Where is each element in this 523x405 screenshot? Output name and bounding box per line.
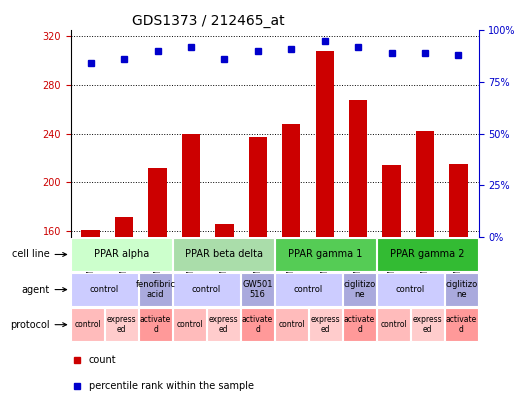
FancyBboxPatch shape <box>377 238 478 271</box>
Text: cell line: cell line <box>12 249 66 260</box>
FancyBboxPatch shape <box>377 273 444 306</box>
Text: PPAR beta delta: PPAR beta delta <box>185 249 263 260</box>
Text: control: control <box>90 285 119 294</box>
Bar <box>282 124 301 237</box>
FancyBboxPatch shape <box>207 308 240 341</box>
Bar <box>349 100 367 237</box>
Text: express
ed: express ed <box>413 315 442 335</box>
FancyBboxPatch shape <box>445 273 478 306</box>
FancyBboxPatch shape <box>343 308 376 341</box>
Bar <box>449 164 468 237</box>
Bar <box>82 230 100 237</box>
Text: activate
d: activate d <box>344 315 375 335</box>
FancyBboxPatch shape <box>173 273 240 306</box>
FancyBboxPatch shape <box>139 273 172 306</box>
Text: control: control <box>294 285 323 294</box>
FancyBboxPatch shape <box>411 308 444 341</box>
FancyBboxPatch shape <box>105 308 138 341</box>
Text: express
ed: express ed <box>209 315 238 335</box>
FancyBboxPatch shape <box>275 308 308 341</box>
Bar <box>215 224 234 237</box>
FancyBboxPatch shape <box>71 238 172 271</box>
Text: agent: agent <box>21 285 66 294</box>
Text: fenofibric
acid: fenofibric acid <box>135 280 176 299</box>
Bar <box>115 217 133 237</box>
Text: activate
d: activate d <box>446 315 477 335</box>
Text: ciglitizo
ne: ciglitizo ne <box>446 280 477 299</box>
Text: GDS1373 / 212465_at: GDS1373 / 212465_at <box>132 14 285 28</box>
Bar <box>182 134 200 237</box>
FancyBboxPatch shape <box>241 273 274 306</box>
FancyBboxPatch shape <box>445 308 478 341</box>
Text: express
ed: express ed <box>311 315 340 335</box>
Bar <box>416 131 434 237</box>
Text: control: control <box>74 320 101 329</box>
Bar <box>315 51 334 237</box>
Text: express
ed: express ed <box>107 315 137 335</box>
FancyBboxPatch shape <box>377 308 410 341</box>
Text: GW501
516: GW501 516 <box>242 280 273 299</box>
FancyBboxPatch shape <box>173 308 206 341</box>
Text: percentile rank within the sample: percentile rank within the sample <box>89 381 254 391</box>
Text: ciglitizo
ne: ciglitizo ne <box>344 280 376 299</box>
Text: activate
d: activate d <box>140 315 171 335</box>
FancyBboxPatch shape <box>275 273 342 306</box>
FancyBboxPatch shape <box>71 308 104 341</box>
FancyBboxPatch shape <box>275 238 376 271</box>
Text: activate
d: activate d <box>242 315 273 335</box>
Text: control: control <box>278 320 305 329</box>
Bar <box>382 165 401 237</box>
FancyBboxPatch shape <box>173 238 274 271</box>
Text: PPAR gamma 1: PPAR gamma 1 <box>288 249 363 260</box>
Text: PPAR alpha: PPAR alpha <box>94 249 149 260</box>
Text: control: control <box>176 320 203 329</box>
Text: control: control <box>192 285 221 294</box>
Bar <box>248 137 267 237</box>
FancyBboxPatch shape <box>139 308 172 341</box>
Text: count: count <box>89 355 117 365</box>
FancyBboxPatch shape <box>309 308 342 341</box>
Text: control: control <box>396 285 425 294</box>
Text: control: control <box>380 320 407 329</box>
Text: PPAR gamma 2: PPAR gamma 2 <box>390 249 465 260</box>
Text: protocol: protocol <box>10 320 66 330</box>
Bar <box>149 168 167 237</box>
FancyBboxPatch shape <box>343 273 376 306</box>
FancyBboxPatch shape <box>71 273 138 306</box>
FancyBboxPatch shape <box>241 308 274 341</box>
